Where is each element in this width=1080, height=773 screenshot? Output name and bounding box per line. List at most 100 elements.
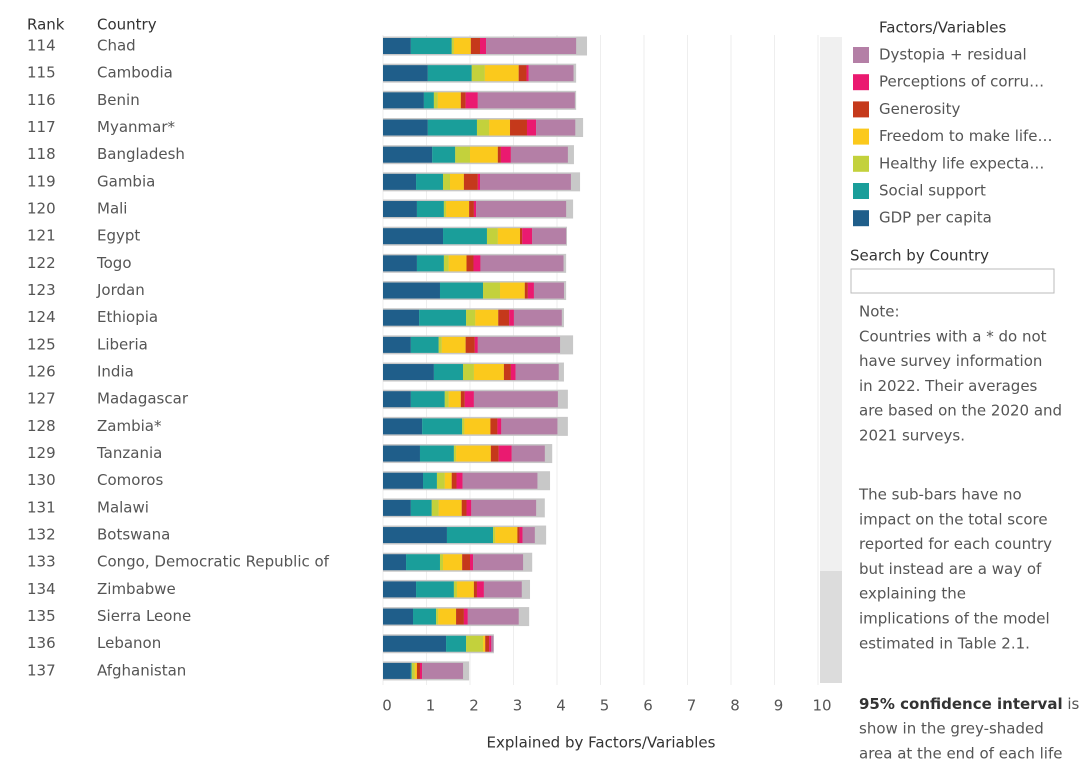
bar-segment [439,282,484,299]
bar-segment [456,472,463,489]
note-line: in 2022. Their averages [859,377,1038,395]
scrollbar-track[interactable] [820,37,842,683]
bar-segment [453,38,471,54]
rank-label: 137 [27,661,56,679]
bar-segment [473,391,558,408]
bar-segment [419,445,454,462]
x-tick-label: 3 [513,697,523,715]
country-label: Mali [97,200,127,218]
legend-swatch [853,101,869,118]
bar-segment [383,581,417,598]
bar-segment [456,608,464,625]
bar-segment [527,282,534,299]
bar-segment [528,65,574,82]
legend-swatch [853,183,869,199]
ci-note-line: show in the grey-shaded [859,720,1044,738]
bar-segment [470,554,474,571]
bar-segment [498,309,510,326]
bar-segment [463,608,468,625]
country-label: Liberia [97,335,148,353]
scrollbar-thumb[interactable] [820,571,842,683]
bar-segment [491,635,494,652]
bar-segment [510,146,568,163]
rank-label: 123 [27,281,56,299]
bar-segment [511,445,545,462]
bar-segment [383,635,447,652]
x-tick-label: 1 [426,697,436,715]
bar-segment [436,608,439,625]
bar-segment [480,38,487,54]
bar-segment [476,581,484,598]
bar-segment [489,119,511,136]
x-tick-label: 4 [556,697,566,715]
bar-segment [427,119,477,136]
bar-segment [474,336,478,353]
x-tick-label: 2 [469,697,479,715]
bar-segment [443,228,487,245]
bar-segment [453,581,457,598]
legend-label: Healthy life expecta… [879,154,1044,172]
bar-segment [515,364,559,381]
bar-segment [383,364,434,381]
bar-segment [446,201,470,218]
note-line: have survey information [859,352,1042,370]
bar-segment [456,445,491,462]
x-tick-label: 6 [643,697,653,715]
bar-segment [448,255,467,272]
bar-segment [383,228,444,245]
country-label: Botswana [97,526,170,544]
bar-segment [518,65,527,82]
bar-segment [462,554,470,571]
rank-label: 126 [27,363,56,381]
bar-segment [410,662,412,679]
bar-segment [448,391,461,408]
search-input[interactable] [850,268,1055,294]
bar-segment [423,472,437,489]
bar-segment [439,554,444,571]
bar-segment [510,364,516,381]
bar-segment [484,65,519,82]
legend-swatch [853,47,869,63]
legend-label: Generosity [879,100,960,118]
bar-segment [460,391,465,408]
legend-label: GDP per capita [879,209,992,227]
rank-label: 125 [27,335,56,353]
bar-segment [383,527,447,544]
legend-label: Social support [879,182,986,200]
bar-segment [483,581,522,598]
bar-segment [460,92,466,109]
legend-swatch [853,210,869,227]
bar-segment [475,309,499,326]
bar-segment [443,255,449,272]
bar-segment [410,391,445,408]
rank-label: 127 [27,390,56,408]
bar-segment [493,527,496,544]
rank-label: 131 [27,498,56,516]
bar-segment [477,92,575,109]
bar-segment [532,228,567,245]
bar-segment [467,608,519,625]
x-tick-label: 8 [730,697,740,715]
rank-label: 119 [27,172,56,190]
country-label: Myanmar* [97,118,175,136]
bar-segment [503,364,511,381]
bar-segment [451,38,454,54]
bar-segment [416,662,420,679]
ci-note: 95% confidence interval is [859,695,1080,713]
bar-segment [383,38,411,54]
x-tick-label: 9 [774,697,784,715]
bar-segment [383,418,423,435]
country-label: Lebanon [97,634,161,652]
country-label: Malawi [97,498,149,516]
bar-segment [383,201,417,218]
bar-segment [383,499,411,516]
x-axis-title: Explained by Factors/Variables [487,734,716,752]
bar-segment [383,173,417,190]
bar-segment [464,391,474,408]
bar-segment [383,445,420,462]
country-label: India [97,363,134,381]
note-line: 2021 surveys. [859,427,965,445]
country-label: Congo, Democratic Republic of [97,553,330,571]
bar-segment [483,635,486,652]
